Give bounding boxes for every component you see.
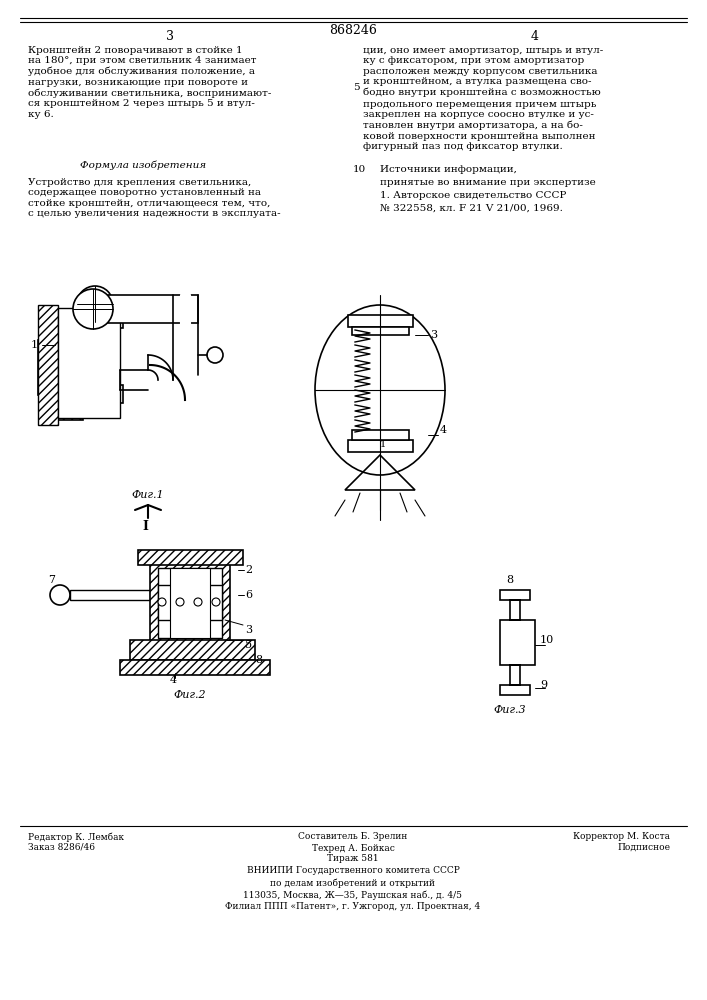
Circle shape bbox=[207, 347, 223, 363]
Circle shape bbox=[194, 598, 202, 606]
Text: 10: 10 bbox=[540, 635, 554, 645]
Bar bbox=[55, 310, 83, 420]
Text: 6: 6 bbox=[245, 590, 252, 600]
Text: 3: 3 bbox=[166, 30, 174, 43]
Text: 9: 9 bbox=[540, 680, 547, 690]
Polygon shape bbox=[500, 590, 535, 695]
Text: I: I bbox=[142, 520, 148, 533]
Text: 8: 8 bbox=[255, 655, 262, 665]
Bar bbox=[130, 640, 255, 660]
Bar bbox=[352, 327, 409, 335]
Text: Фиг.2: Фиг.2 bbox=[174, 690, 206, 700]
Bar bbox=[138, 550, 243, 565]
Bar bbox=[108, 295, 198, 323]
Text: 4: 4 bbox=[170, 675, 177, 685]
Text: Формула изобретения: Формула изобретения bbox=[80, 160, 206, 169]
Bar bbox=[150, 560, 230, 645]
Bar bbox=[348, 440, 413, 452]
Text: 4: 4 bbox=[440, 425, 447, 435]
Text: 2: 2 bbox=[245, 565, 252, 575]
Text: Редактор К. Лембак
Заказ 8286/46: Редактор К. Лембак Заказ 8286/46 bbox=[28, 832, 124, 852]
Circle shape bbox=[212, 598, 220, 606]
Text: Устройство для крепления светильника,
содержащее поворотно установленный на
стой: Устройство для крепления светильника, со… bbox=[28, 178, 281, 218]
Text: Источники информации,: Источники информации, bbox=[380, 165, 517, 174]
Text: 5: 5 bbox=[353, 83, 360, 92]
Circle shape bbox=[73, 289, 113, 329]
Text: Фиг.1: Фиг.1 bbox=[132, 490, 164, 500]
Text: 1: 1 bbox=[31, 340, 38, 350]
Text: ВНИИПИ Государственного комитета СССР: ВНИИПИ Государственного комитета СССР bbox=[247, 866, 460, 875]
Text: Кронштейн 2 поворачивают в стойке 1
на 180°, при этом светильник 4 занимает
удоб: Кронштейн 2 поворачивают в стойке 1 на 1… bbox=[28, 46, 271, 119]
Text: Техред А. Бойкас
Тираж 581: Техред А. Бойкас Тираж 581 bbox=[312, 844, 395, 863]
Text: 3: 3 bbox=[245, 625, 252, 635]
Text: принятые во внимание при экспертизе: принятые во внимание при экспертизе bbox=[380, 178, 596, 187]
Bar bbox=[58, 308, 120, 418]
Text: 1: 1 bbox=[380, 440, 386, 449]
Bar bbox=[83, 385, 123, 403]
Bar bbox=[158, 568, 222, 638]
Text: 4: 4 bbox=[531, 30, 539, 43]
Text: 7: 7 bbox=[48, 575, 55, 585]
Circle shape bbox=[176, 598, 184, 606]
Text: № 322558, кл. F 21 V 21/00, 1969.: № 322558, кл. F 21 V 21/00, 1969. bbox=[380, 204, 563, 213]
Text: 3: 3 bbox=[430, 330, 437, 340]
Text: 113035, Москва, Ж—35, Раушская наб., д. 4/5: 113035, Москва, Ж—35, Раушская наб., д. … bbox=[243, 890, 462, 900]
Text: 868246: 868246 bbox=[329, 24, 377, 37]
Text: Составитель Б. Зрелин: Составитель Б. Зрелин bbox=[298, 832, 408, 841]
Bar bbox=[103, 298, 183, 320]
Bar bbox=[83, 310, 123, 328]
Text: Корректор М. Коста
Подписное: Корректор М. Коста Подписное bbox=[573, 832, 670, 851]
Bar bbox=[158, 585, 222, 620]
Bar bbox=[170, 568, 210, 638]
Text: 1. Авторское свидетельство СССР: 1. Авторское свидетельство СССР bbox=[380, 191, 566, 200]
Text: 5: 5 bbox=[245, 640, 252, 650]
Text: продольного перемещения причем штырь
закреплен на корпусе соосно втулке и ус-
та: продольного перемещения причем штырь зак… bbox=[363, 100, 597, 151]
Bar bbox=[38, 305, 58, 425]
Bar bbox=[348, 315, 413, 327]
Text: 10: 10 bbox=[353, 165, 366, 174]
Bar bbox=[352, 430, 409, 440]
Circle shape bbox=[50, 585, 70, 605]
Circle shape bbox=[158, 598, 166, 606]
Text: Филиал ППП «Патент», г. Ужгород, ул. Проектная, 4: Филиал ППП «Патент», г. Ужгород, ул. Про… bbox=[226, 902, 481, 911]
Text: Фиг.3: Фиг.3 bbox=[493, 705, 526, 715]
Bar bbox=[70, 590, 150, 600]
Bar bbox=[55, 355, 77, 380]
Text: по делам изобретений и открытий: по делам изобретений и открытий bbox=[271, 878, 436, 888]
Bar bbox=[120, 660, 270, 675]
Bar bbox=[38, 340, 60, 395]
Text: ции, оно имеет амортизатор, штырь и втул-
ку с фиксатором, при этом амортизатор
: ции, оно имеет амортизатор, штырь и втул… bbox=[363, 46, 603, 97]
Text: 8: 8 bbox=[506, 575, 513, 585]
